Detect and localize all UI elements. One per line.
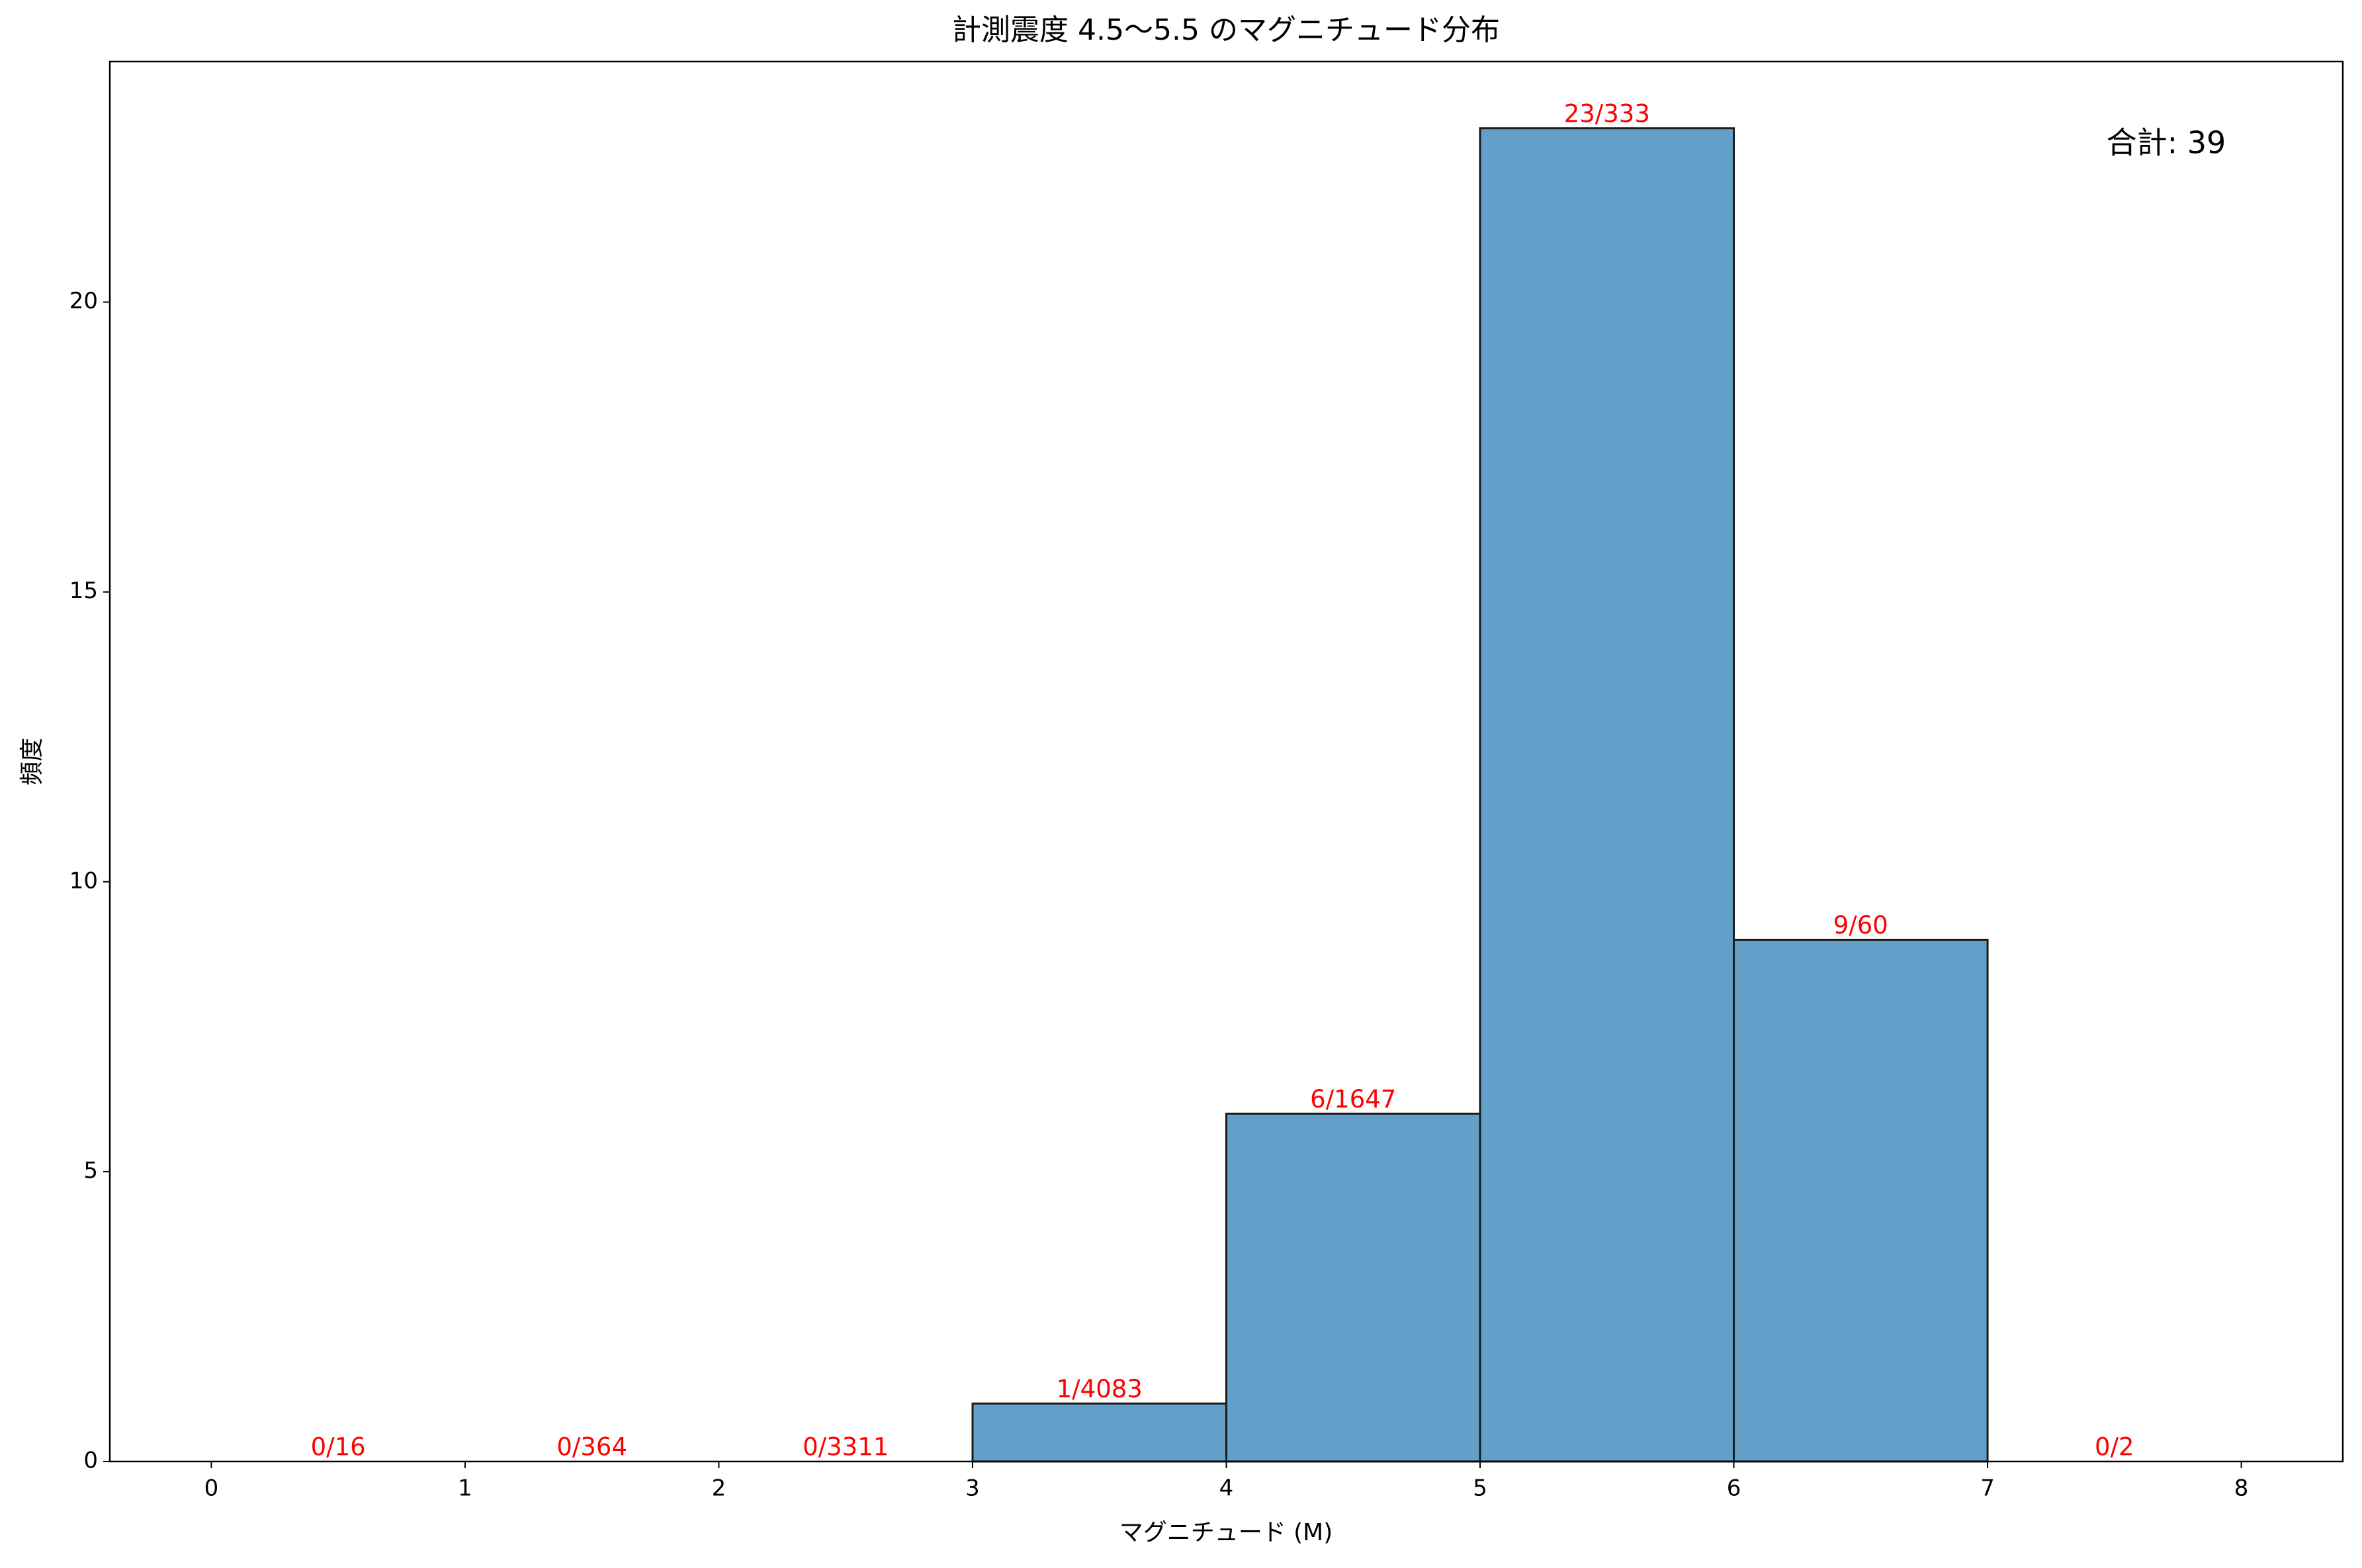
value-label: 0/3311 bbox=[803, 1433, 889, 1461]
bar bbox=[1733, 938, 1989, 1463]
plot-frame bbox=[109, 60, 2344, 1463]
chart-title: 計測震度 4.5〜5.5 のマグニチュード分布 bbox=[952, 13, 1500, 47]
x-tick-label: 2 bbox=[712, 1475, 726, 1502]
y-tick-label: 10 bbox=[69, 867, 98, 894]
x-tick-label: 5 bbox=[1473, 1475, 1487, 1502]
x-tick-label: 8 bbox=[2234, 1475, 2249, 1502]
value-label: 0/2 bbox=[2095, 1433, 2134, 1461]
value-label: 1/4083 bbox=[1057, 1375, 1143, 1403]
value-label: 0/364 bbox=[556, 1433, 627, 1461]
value-label: 0/16 bbox=[311, 1433, 366, 1461]
x-tick-label: 3 bbox=[965, 1475, 980, 1502]
value-label: 23/333 bbox=[1564, 99, 1650, 128]
bar bbox=[1479, 127, 1735, 1463]
y-tick-label: 20 bbox=[69, 288, 98, 314]
y-tick-label: 15 bbox=[69, 578, 98, 604]
x-tick-label: 1 bbox=[458, 1475, 472, 1502]
y-tick-label: 0 bbox=[83, 1448, 98, 1474]
bar bbox=[1225, 1112, 1481, 1463]
annotation: 合計: 39 bbox=[2107, 125, 2226, 161]
x-tick-label: 4 bbox=[1219, 1475, 1234, 1502]
bar bbox=[971, 1402, 1228, 1463]
x-axis-label: マグニチュード (M) bbox=[1119, 1519, 1333, 1546]
value-label: 6/1647 bbox=[1310, 1085, 1396, 1113]
y-axis-label: 頻度 bbox=[19, 738, 46, 785]
x-tick-label: 0 bbox=[204, 1475, 219, 1502]
x-tick-label: 6 bbox=[1727, 1475, 1741, 1502]
y-tick-label: 5 bbox=[83, 1157, 98, 1184]
value-label: 9/60 bbox=[1833, 911, 1888, 939]
x-tick-label: 7 bbox=[1980, 1475, 1995, 1502]
